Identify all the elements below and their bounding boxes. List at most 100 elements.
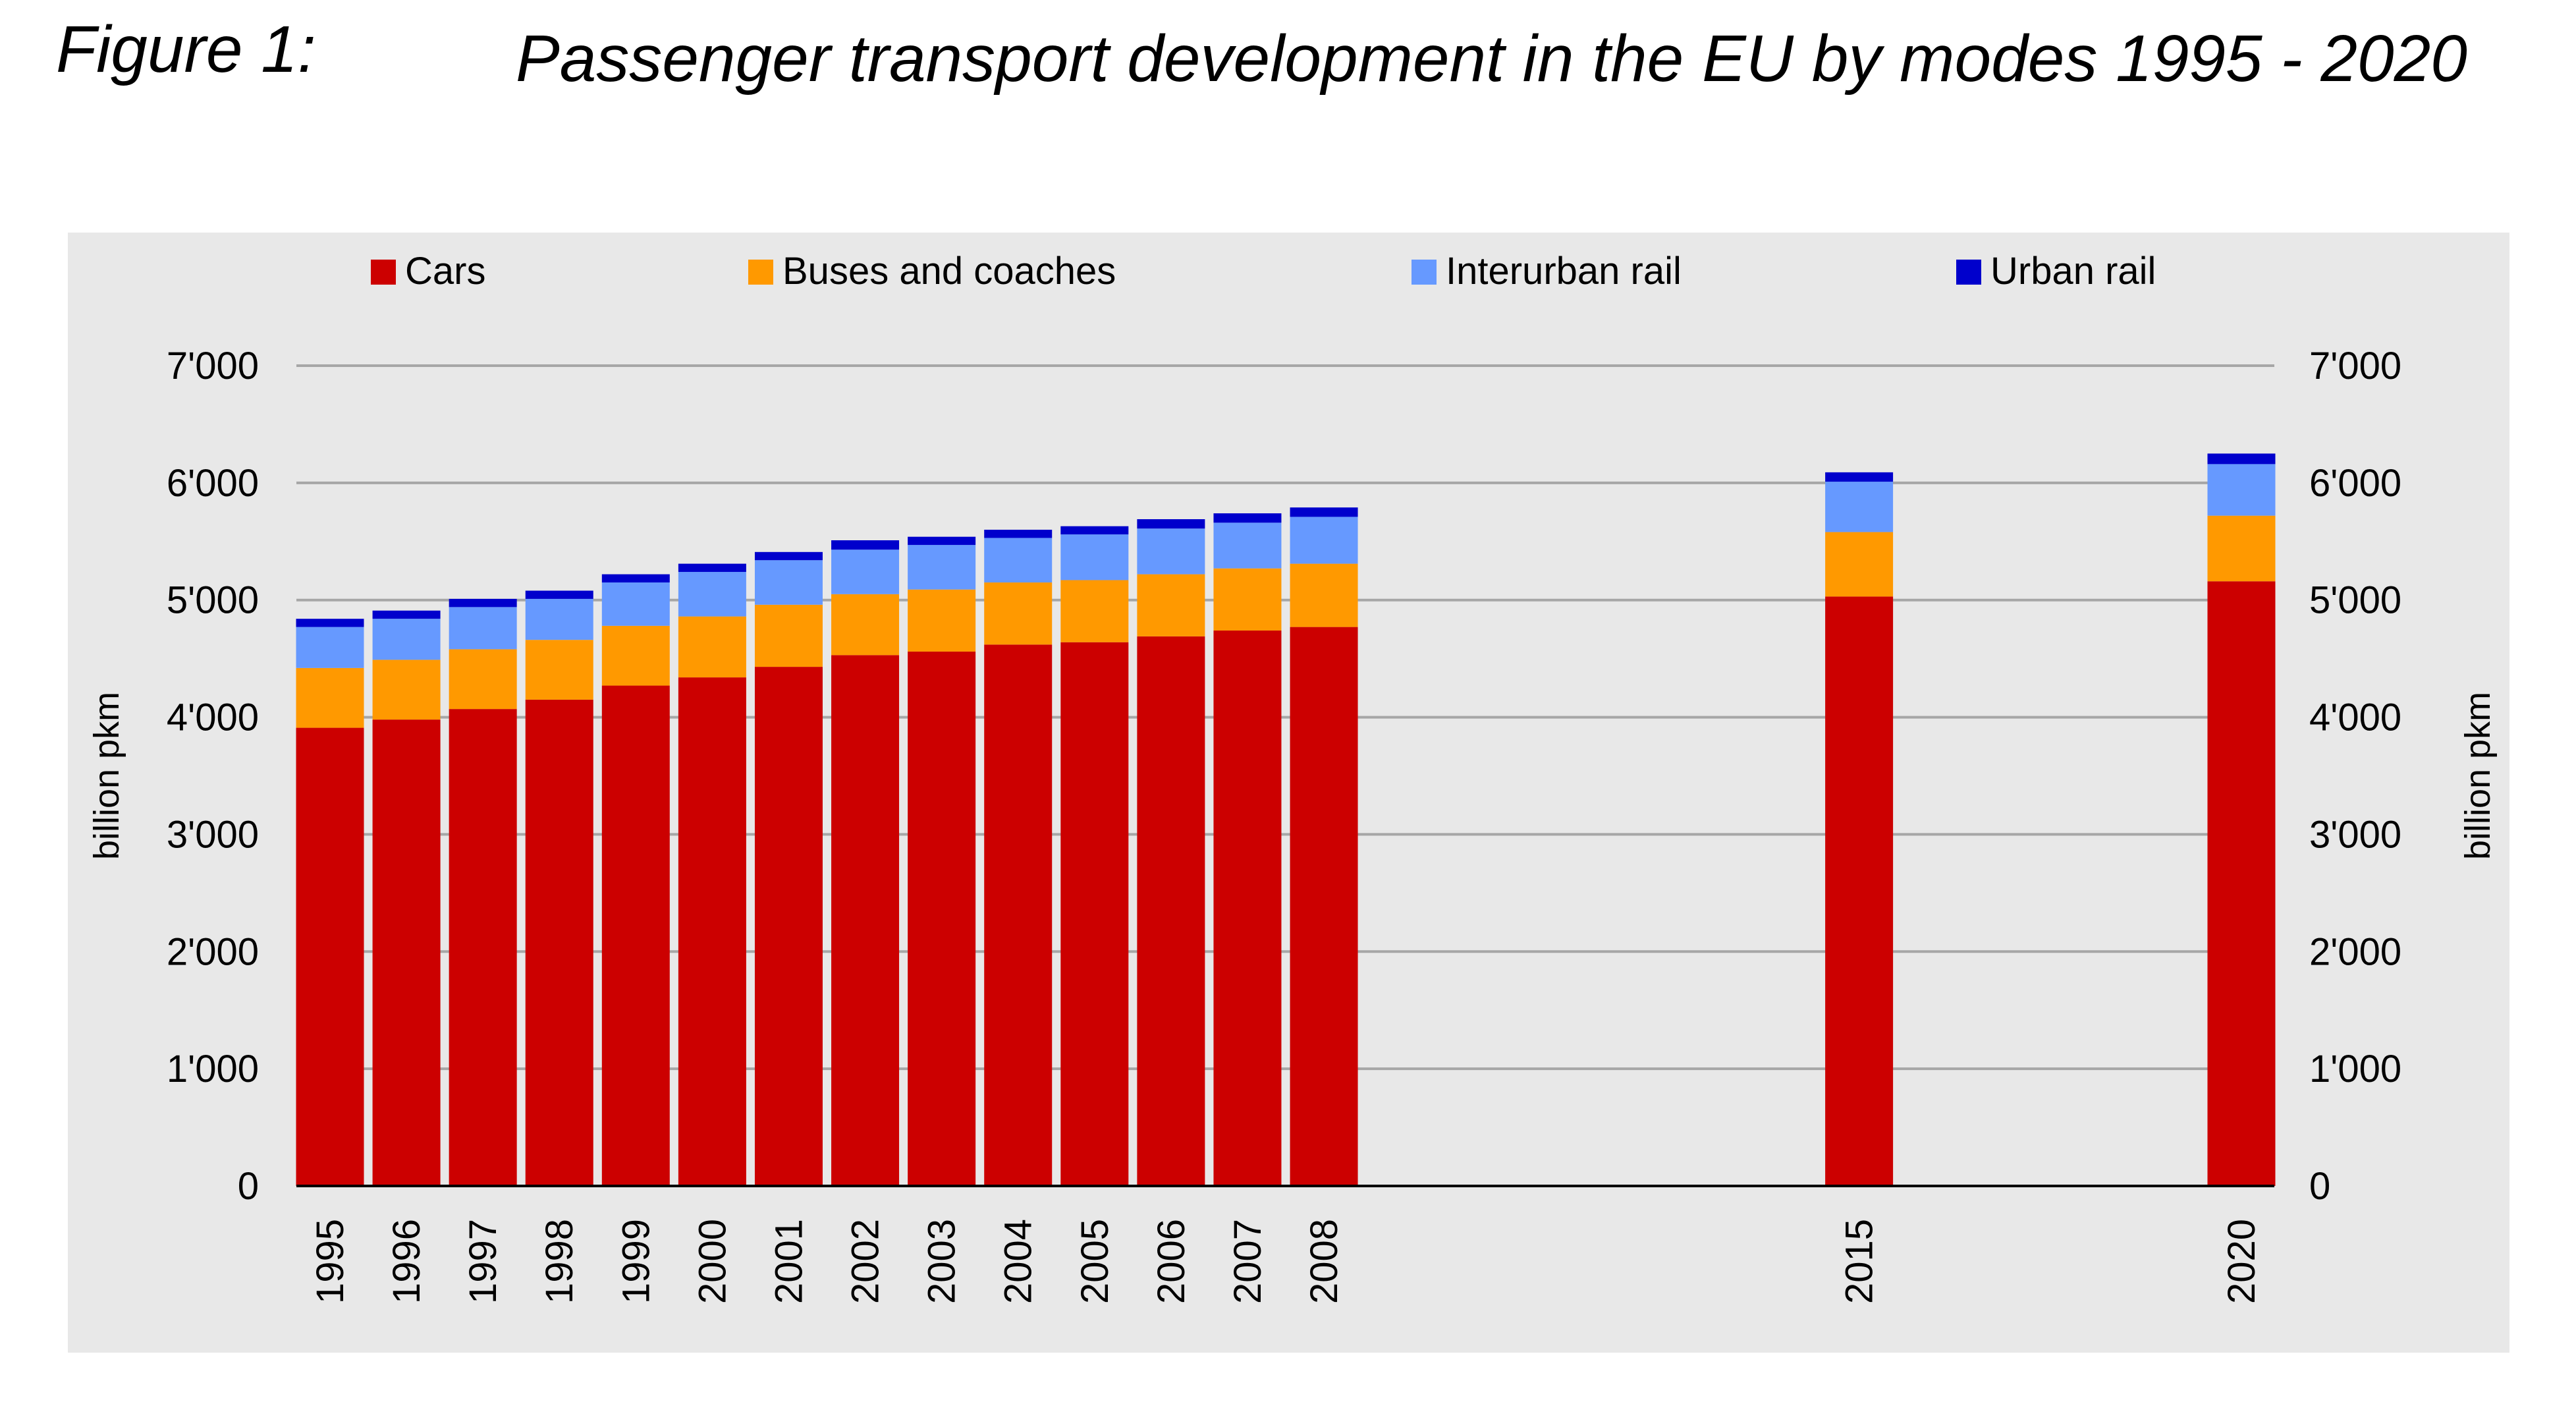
legend-label: Urban rail <box>1990 250 2156 293</box>
bar-segment-urban-rail <box>372 610 441 619</box>
x-tick-label: 2004 <box>997 1219 1040 1304</box>
bar-segment-cars <box>449 709 517 1186</box>
bar-segment-buses-and-coaches <box>1213 568 1282 631</box>
bar-segment-cars <box>908 651 976 1186</box>
bar-segment-buses-and-coaches <box>2207 515 2276 582</box>
bar-segment-urban-rail <box>754 551 823 561</box>
x-tick-label: 1998 <box>538 1219 581 1304</box>
bar-segment-interurban-rail <box>754 560 823 605</box>
bar-segment-urban-rail <box>1290 507 1358 517</box>
x-tick-label: 2002 <box>844 1219 887 1304</box>
legend-label: Cars <box>405 250 485 293</box>
x-tick-label: 2005 <box>1074 1219 1116 1304</box>
y-tick-label-left: 1'000 <box>167 1048 259 1090</box>
bar-segment-interurban-rail <box>1060 534 1129 580</box>
y-tick-label-left: 3'000 <box>167 813 259 856</box>
bar-segment-cars <box>525 699 593 1186</box>
bar-segment-cars <box>1213 630 1282 1186</box>
bar-segment-interurban-rail <box>1825 482 1894 532</box>
y-tick-label-right: 7'000 <box>2309 345 2401 387</box>
bar-segment-urban-rail <box>296 619 364 627</box>
bar-segment-cars <box>984 644 1053 1186</box>
figure-title: Passenger transport development in the E… <box>516 22 2467 96</box>
x-tick-label: 2003 <box>921 1219 964 1304</box>
bar-segment-interurban-rail <box>525 598 593 640</box>
legend-label: Buses and coaches <box>782 250 1116 293</box>
bar-segment-cars <box>754 667 823 1186</box>
bar-segment-buses-and-coaches <box>449 649 517 710</box>
y-tick-label-right: 5'000 <box>2309 579 2401 622</box>
y-tick-label-left: 7'000 <box>167 345 259 387</box>
y-tick-label-right: 4'000 <box>2309 696 2401 739</box>
bar-segment-urban-rail <box>831 540 900 550</box>
bar-segment-buses-and-coaches <box>601 625 670 686</box>
bar-segment-urban-rail <box>984 530 1053 538</box>
bar-segment-urban-rail <box>2207 453 2276 465</box>
bar-segment-cars <box>296 727 364 1186</box>
legend-swatch <box>1411 260 1437 285</box>
bar-segment-buses-and-coaches <box>1825 532 1894 597</box>
x-tick-label: 2020 <box>2220 1219 2263 1304</box>
chart-canvas: 0 0 1'000 1'000 2'000 2'000 3'000 3'000 4'000 4'0… <box>87 250 2498 1304</box>
bar-segment-cars <box>678 677 746 1186</box>
bar-segment-cars <box>1137 636 1205 1186</box>
bar-segment-buses-and-coaches <box>908 589 976 652</box>
bar-segment-cars <box>831 655 900 1186</box>
bar-segment-urban-rail <box>1060 526 1129 535</box>
bar-segment-buses-and-coaches <box>831 594 900 656</box>
bar-segment-urban-rail <box>525 590 593 599</box>
y-tick-label-left: 0 <box>238 1165 259 1208</box>
bar-segment-cars <box>1290 627 1358 1186</box>
legend-swatch <box>371 260 396 285</box>
bar-segment-cars <box>2207 581 2276 1186</box>
bar-segment-cars <box>601 685 670 1186</box>
bar-segment-buses-and-coaches <box>372 660 441 720</box>
x-tick-label: 1999 <box>615 1219 657 1304</box>
bar-segment-interurban-rail <box>2207 464 2276 516</box>
bar-segment-urban-rail <box>678 563 746 573</box>
x-tick-label: 1996 <box>385 1219 428 1304</box>
bar-segment-cars <box>1825 596 1894 1186</box>
bar-segment-urban-rail <box>449 598 517 607</box>
y-tick-label-left: 5'000 <box>167 579 259 622</box>
legend-swatch <box>748 260 773 285</box>
bar-segment-interurban-rail <box>908 545 976 590</box>
bar-segment-urban-rail <box>1825 472 1894 482</box>
legend-label: Interurban rail <box>1446 250 1682 293</box>
y-tick-label-right: 2'000 <box>2309 930 2401 973</box>
x-tick-label: 2001 <box>767 1219 810 1304</box>
bar-segment-buses-and-coaches <box>1060 580 1129 642</box>
x-tick-label: 2008 <box>1303 1219 1346 1304</box>
x-tick-label: 1997 <box>462 1219 505 1304</box>
bar-segment-buses-and-coaches <box>525 640 593 700</box>
bar-segment-buses-and-coaches <box>1290 563 1358 627</box>
y-tick-label-left: 2'000 <box>167 930 259 973</box>
bar-segment-cars <box>372 719 441 1186</box>
y-tick-label-right: 0 <box>2309 1165 2330 1208</box>
bar-segment-interurban-rail <box>296 627 364 668</box>
bar-segment-interurban-rail <box>372 619 441 660</box>
y-tick-label-right: 1'000 <box>2309 1048 2401 1090</box>
bar-segment-interurban-rail <box>1213 522 1282 569</box>
bar-segment-interurban-rail <box>831 549 900 594</box>
bar-segment-buses-and-coaches <box>678 616 746 678</box>
y-axis-title-right: billion pkm <box>2458 692 2498 860</box>
y-axis-title-left: billion pkm <box>87 692 126 860</box>
bar-segment-interurban-rail <box>601 582 670 626</box>
y-tick-label-right: 6'000 <box>2309 462 2401 505</box>
bar-segment-buses-and-coaches <box>296 667 364 728</box>
bar-segment-interurban-rail <box>984 538 1053 583</box>
bar-segment-buses-and-coaches <box>984 582 1053 645</box>
x-tick-label: 1995 <box>309 1219 352 1304</box>
y-tick-label-right: 3'000 <box>2309 813 2401 856</box>
bar-segment-interurban-rail <box>1137 528 1205 575</box>
bar-segment-interurban-rail <box>1290 517 1358 564</box>
legend-swatch <box>1956 260 1981 285</box>
bar-segment-urban-rail <box>908 536 976 546</box>
figure-label: Figure 1: <box>56 13 316 86</box>
y-tick-label-left: 6'000 <box>167 462 259 505</box>
x-tick-label: 2006 <box>1150 1219 1193 1304</box>
bar-segment-urban-rail <box>1213 513 1282 523</box>
y-tick-label-left: 4'000 <box>167 696 259 739</box>
bar-segment-buses-and-coaches <box>754 604 823 667</box>
